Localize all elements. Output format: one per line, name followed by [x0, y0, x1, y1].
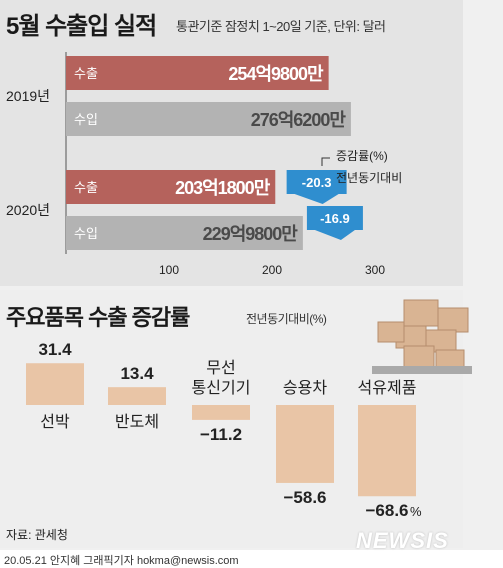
bar-export [66, 56, 329, 90]
newsis-watermark: NEWSIS [356, 528, 449, 553]
x-tick-label: 200 [262, 263, 282, 277]
bar-import [66, 102, 351, 136]
box-shape [403, 345, 435, 369]
change-value-label: -16.9 [320, 211, 350, 226]
product-bar [276, 405, 334, 483]
bar-import [66, 216, 303, 250]
footer-strip [0, 550, 503, 568]
bar-export [66, 170, 276, 204]
product-name-label: 반도체 [115, 413, 159, 431]
legend-connector [321, 157, 330, 166]
bar-value-label: 203억1800만 [175, 178, 271, 198]
product-value-label: −58.6 [283, 488, 326, 507]
product-name-label: 승용차 [283, 379, 327, 397]
bar-series-label: 수입 [74, 112, 98, 127]
box-shape [403, 299, 439, 327]
legend-line-2: 전년동기대비 [336, 171, 402, 185]
change-value-label: -20.3 [302, 175, 332, 190]
year-label: 2020년 [6, 202, 50, 218]
product-name-label: 석유제품 [358, 379, 417, 397]
product-value-label: 13.4 [120, 364, 154, 383]
product-value-label: −11.2 [200, 425, 242, 444]
bar-value-label: 254억9800만 [228, 64, 324, 84]
box-shape [437, 307, 469, 333]
legend-line-1: 증감률(%) [336, 149, 388, 163]
x-tick-label: 100 [159, 263, 179, 277]
product-bar [358, 405, 416, 497]
x-tick-label: 300 [365, 263, 385, 277]
product-name-label: 통신기기 [192, 379, 251, 397]
change-arrow [306, 206, 363, 240]
pallet-shape [372, 366, 472, 374]
product-bar [192, 405, 250, 420]
chart-title: 5월 수출입 실적 [6, 13, 157, 40]
bar-series-label: 수출 [74, 180, 98, 195]
chart-subtitle: 통관기준 잠정치 1~20일 기준, 단위: 달러 [176, 19, 386, 34]
bar-series-label: 수출 [74, 66, 98, 81]
product-value-label: 31.4 [38, 340, 72, 359]
product-bar [108, 387, 166, 405]
product-bar [26, 363, 84, 405]
cargo-boxes-illustration [372, 299, 472, 374]
change-arrow [286, 170, 347, 204]
product-name-label: 무선 [206, 359, 235, 377]
box-shape [377, 321, 405, 343]
source-note: 자료: 관세청 [6, 528, 68, 542]
bar-value-label: 229억9800만 [203, 224, 299, 244]
bar-series-label: 수입 [74, 226, 98, 241]
product-name-label: 선박 [40, 413, 70, 431]
credit-line: 20.05.21 안지혜 그래픽기자 hokma@newsis.com [4, 555, 239, 567]
product-value-label: −68.6 [365, 501, 408, 520]
product-chart-subtitle: 전년동기대비(%) [246, 312, 327, 326]
year-label: 2019년 [6, 88, 50, 104]
product-chart-title: 주요품목 수출 증감률 [6, 305, 190, 330]
bar-value-label: 276억6200만 [251, 110, 347, 130]
percent-suffix: % [410, 504, 422, 519]
